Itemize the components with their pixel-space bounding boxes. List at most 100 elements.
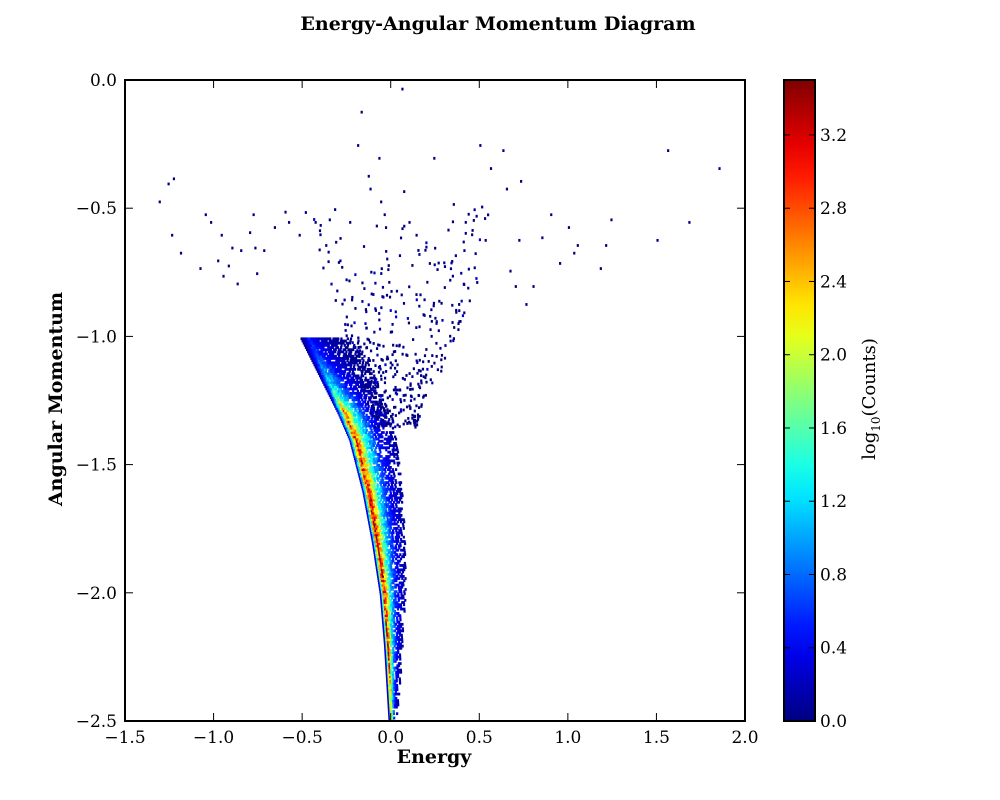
heatmap-cell [387, 446, 391, 450]
heatmap-cell [380, 474, 383, 478]
heatmap-cell [378, 489, 381, 493]
heatmap-cell [352, 372, 356, 376]
heatmap-cell [389, 559, 392, 563]
heatmap-cell [220, 233, 223, 237]
heatmap-cell [391, 412, 394, 416]
heatmap-cell [387, 627, 390, 631]
heatmap-cell [338, 381, 341, 384]
heatmap-cell [403, 568, 406, 572]
heatmap-cell [390, 481, 393, 485]
heatmap-cell [352, 435, 355, 439]
heatmap-cell [387, 264, 390, 267]
heatmap-cell [320, 367, 323, 371]
heatmap-cell [416, 361, 419, 365]
heatmap-cell [388, 712, 391, 716]
heatmap-cell [404, 564, 407, 567]
heatmap-cell [366, 468, 369, 471]
heatmap-cell [344, 387, 347, 391]
heatmap-cell [388, 280, 391, 284]
heatmap-cell [356, 448, 359, 452]
heatmap-cell [390, 581, 393, 585]
colorbar-tick-label: 0.0 [820, 712, 847, 732]
heatmap-cell [356, 466, 359, 469]
heatmap-cell [338, 367, 341, 371]
heatmap-cell [354, 374, 357, 378]
heatmap-cell [394, 574, 397, 578]
heatmap-cell [343, 394, 346, 397]
heatmap-cell [382, 481, 385, 485]
heatmap-cell [409, 384, 412, 387]
heatmap-cell [371, 503, 374, 506]
heatmap-cell [390, 570, 393, 574]
heatmap-cell [367, 424, 370, 428]
heatmap-cell [355, 437, 358, 441]
heatmap-cell [386, 679, 389, 683]
heatmap-cell [404, 566, 407, 570]
heatmap-cell [388, 509, 391, 513]
y-tick-label: −2.0 [76, 584, 117, 604]
heatmap-cell [324, 372, 327, 376]
heatmap-cell [387, 642, 390, 646]
heatmap-cell [381, 405, 384, 409]
heatmap-cell [388, 566, 391, 570]
heatmap-cell [376, 413, 379, 417]
heatmap-cell [370, 270, 373, 274]
heatmap-cell [323, 363, 326, 367]
heatmap-cell [347, 381, 350, 384]
heatmap-cell [379, 450, 382, 454]
heatmap-cell [322, 378, 325, 382]
heatmap-cell [360, 452, 364, 456]
heatmap-cell [341, 359, 344, 362]
heatmap-cell [366, 457, 369, 461]
heatmap-cell [375, 509, 378, 513]
heatmap-cell [321, 372, 324, 376]
heatmap-cell [390, 437, 393, 441]
heatmap-cell [399, 668, 402, 672]
heatmap-cell [378, 533, 381, 537]
heatmap-cell [391, 574, 394, 578]
heatmap-cell [376, 472, 380, 476]
heatmap-cell [333, 385, 337, 389]
heatmap-cell [368, 466, 372, 469]
heatmap-cell [382, 590, 385, 594]
heatmap-cell [359, 459, 362, 463]
heatmap-cell [385, 598, 388, 602]
heatmap-cell [378, 428, 381, 432]
heatmap-cell [347, 407, 351, 410]
heatmap-cell [342, 341, 345, 345]
heatmap-cell [349, 361, 352, 365]
heatmap-cell [380, 533, 383, 537]
heatmap-cell [391, 688, 394, 692]
heatmap-cell [391, 417, 394, 421]
heatmap-cell [400, 646, 403, 650]
heatmap-cell [382, 505, 385, 509]
heatmap-cell [378, 452, 381, 456]
heatmap-cell [394, 596, 397, 600]
heatmap-cell [409, 421, 412, 425]
heatmap-cell [345, 431, 349, 434]
heatmap-cell [338, 359, 341, 362]
heatmap-cell [366, 444, 369, 447]
heatmap-cell [397, 533, 400, 537]
heatmap-cell [391, 555, 394, 559]
heatmap-cell [399, 507, 402, 511]
heatmap-cell [346, 372, 349, 376]
heatmap-cell [389, 476, 392, 480]
heatmap-cell [386, 357, 390, 361]
heatmap-cell [240, 249, 243, 253]
heatmap-cell [388, 394, 392, 398]
heatmap-cell [379, 489, 383, 493]
heatmap-cell [339, 367, 342, 371]
heatmap-cell [337, 261, 341, 264]
heatmap-cell [339, 394, 343, 397]
heatmap-cell [393, 651, 397, 655]
heatmap-cell [718, 167, 721, 170]
heatmap-cell [403, 546, 406, 550]
heatmap-cell [384, 420, 387, 424]
heatmap-cell [398, 487, 401, 491]
heatmap-cell [390, 561, 394, 565]
heatmap-cell [393, 461, 396, 465]
heatmap-cell [393, 694, 396, 698]
heatmap-cell [389, 675, 392, 679]
heatmap-cell [387, 487, 390, 491]
